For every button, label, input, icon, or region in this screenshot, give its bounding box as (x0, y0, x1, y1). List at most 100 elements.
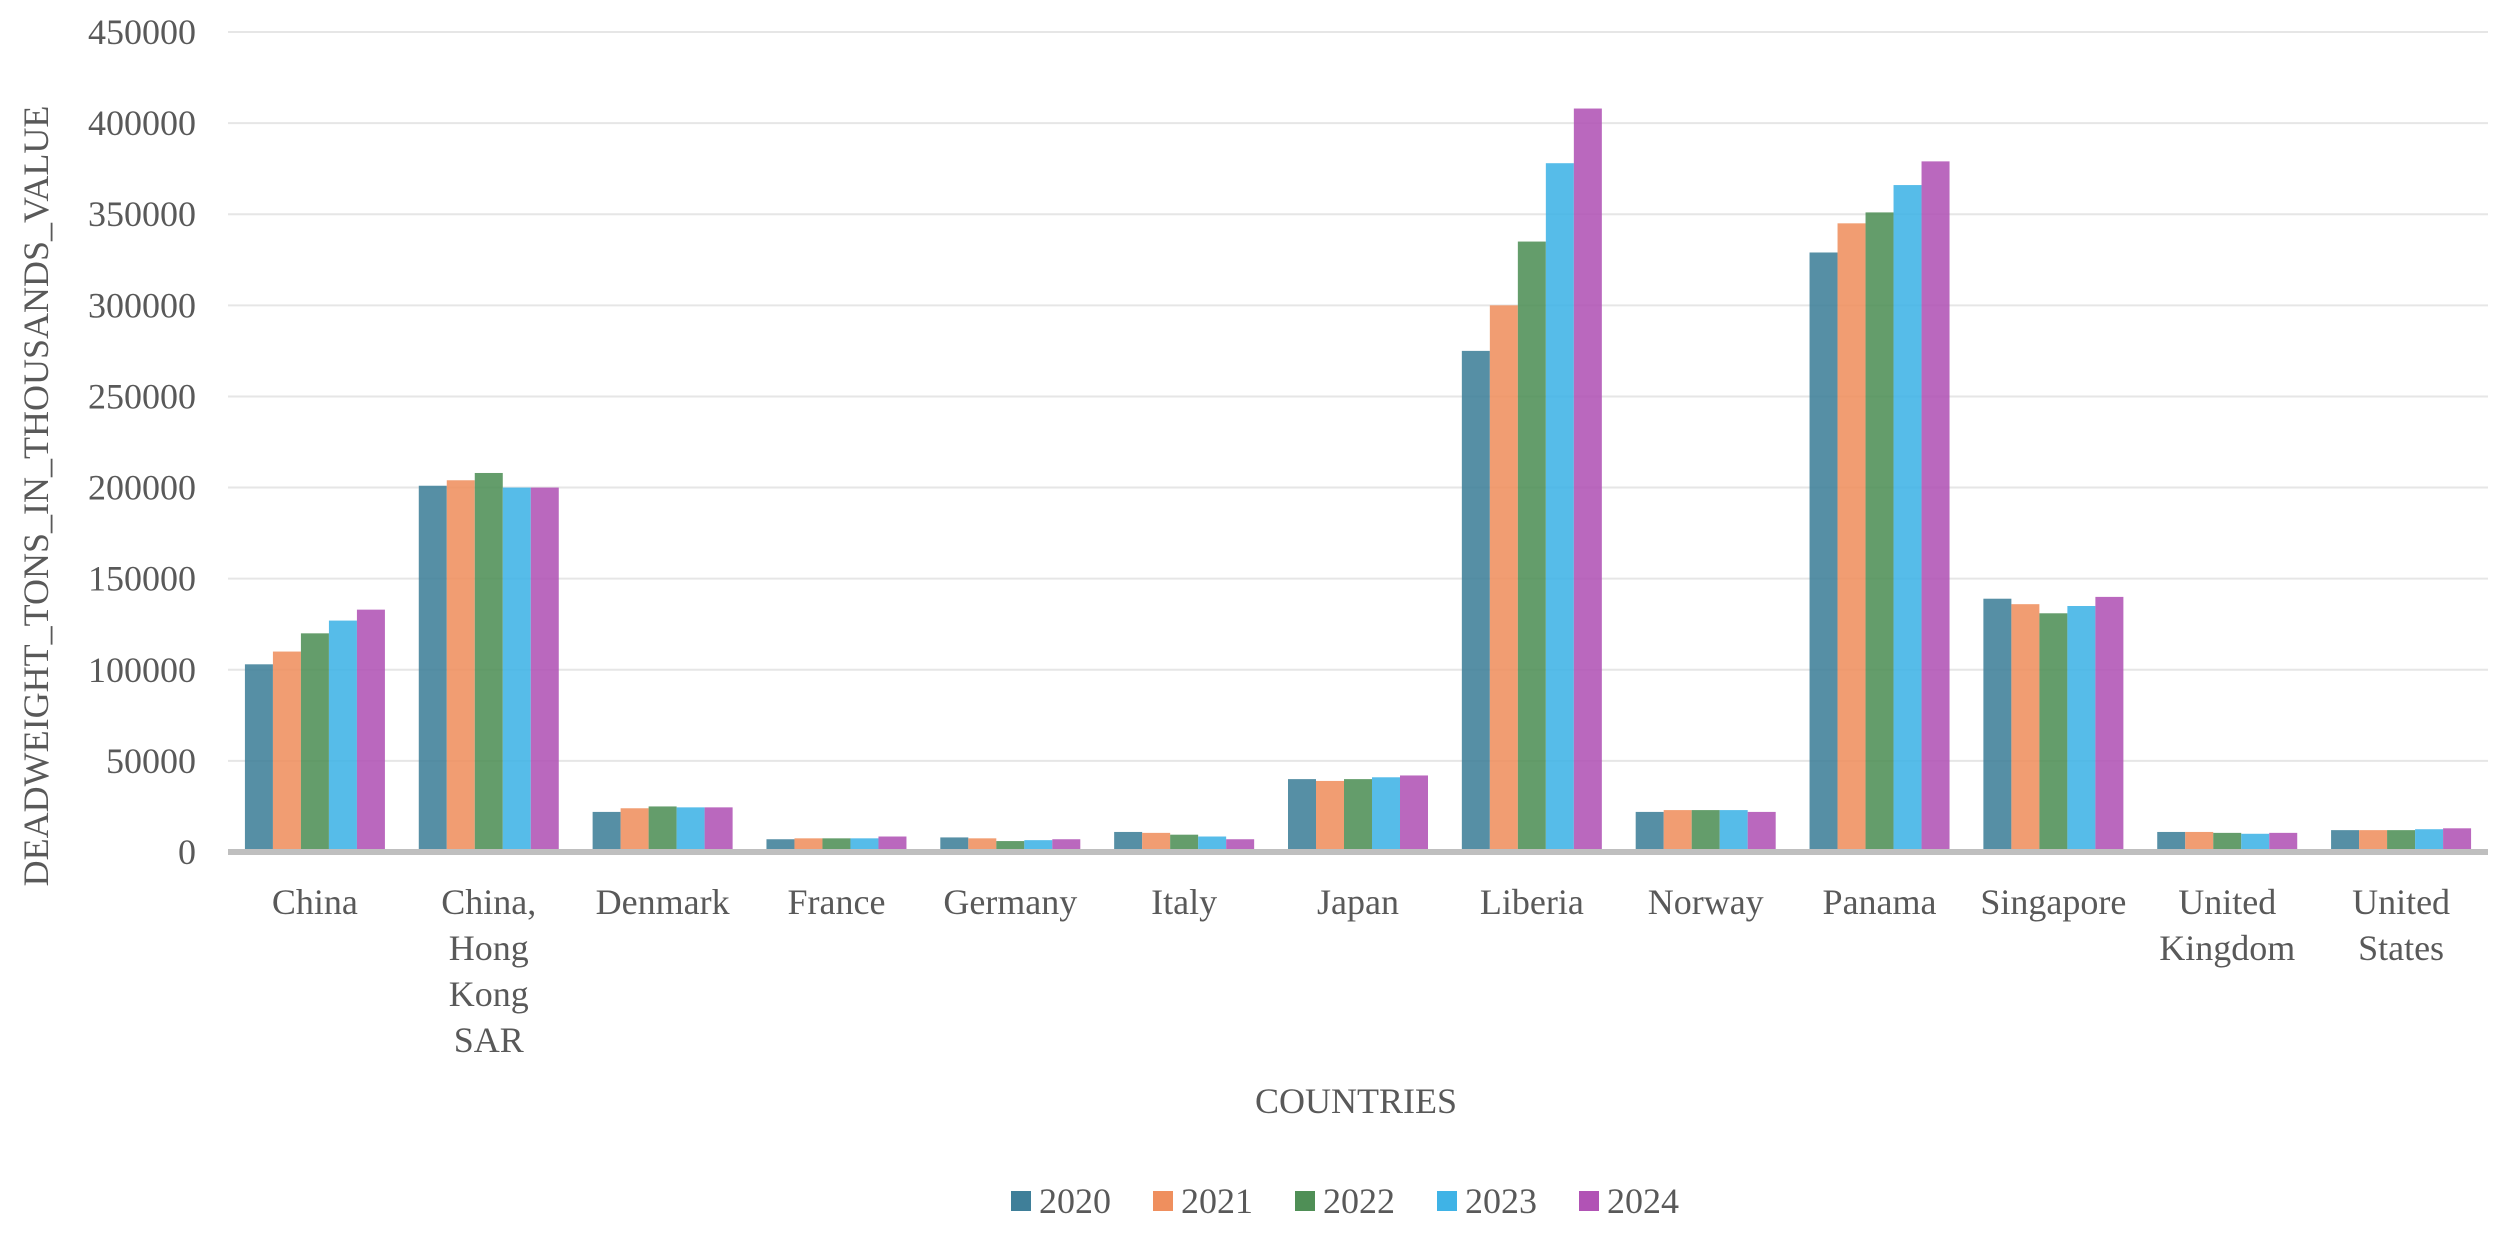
bar-2021 (794, 838, 823, 852)
bar-2020 (1288, 779, 1316, 852)
bar-2023 (1198, 836, 1227, 852)
bar-2021 (2185, 831, 2214, 852)
bar-2023 (1545, 163, 1574, 852)
bar-2023 (502, 487, 531, 852)
bar-2021 (2359, 830, 2388, 852)
bar-2024 (2269, 832, 2298, 852)
x-category-label: Italy (1151, 882, 1217, 922)
bar-2024 (704, 807, 733, 852)
x-axis-title: COUNTRIES (1255, 1081, 1457, 1121)
bar-2023 (1893, 185, 1922, 853)
x-axis-categories: China China, Hong Kong SAR Denmark France Germa… (272, 882, 2450, 1060)
bar-2023 (328, 620, 357, 852)
bar-2021 (446, 480, 475, 852)
bar-2022 (2039, 613, 2068, 852)
bar-2022 (996, 841, 1025, 852)
bar-2022 (2213, 832, 2242, 852)
bar-2020 (592, 811, 621, 852)
bar-2020 (1983, 598, 2012, 852)
y-tick-label: 200000 (88, 468, 196, 508)
bar-2023 (850, 838, 879, 852)
y-axis-title: DEADWEIGHT_TONS_IN_THOUSANDS_VALUE (16, 106, 56, 887)
bar-2024 (1921, 161, 1950, 852)
bar-2022 (1170, 834, 1199, 852)
x-category-label: China (272, 882, 358, 922)
bar-2024 (530, 487, 559, 852)
legend-swatch-2020 (1011, 1191, 1031, 1211)
x-category-label: Panama (1823, 882, 1937, 922)
y-tick-label: 350000 (88, 194, 196, 234)
y-tick-label: 400000 (88, 103, 196, 143)
bar-2020 (1114, 831, 1143, 852)
bar-2023 (2241, 833, 2270, 852)
bar-2020 (940, 837, 969, 852)
bar-2022 (2387, 830, 2416, 852)
bar-2021 (2011, 604, 2040, 852)
bar-2024 (878, 836, 907, 852)
bar-2023 (2415, 829, 2444, 852)
y-tick-label: 450000 (88, 12, 196, 52)
bar-2020 (244, 664, 273, 852)
bar-2022 (474, 472, 503, 852)
bar-2024 (1573, 108, 1602, 853)
bar-2021 (1663, 810, 1692, 852)
bar-2024 (2443, 828, 2472, 852)
bar-2021 (1489, 305, 1518, 852)
y-tick-label: 50000 (106, 741, 196, 781)
bar-2021 (1837, 223, 1866, 853)
bar-2020 (1809, 252, 1838, 852)
x-category-label: Norway (1648, 882, 1764, 922)
legend-label-2024: 2024 (1607, 1181, 1679, 1221)
x-category-label: Germany (943, 882, 1077, 922)
bar-2021 (1316, 780, 1344, 852)
y-tick-label: 100000 (88, 650, 196, 690)
x-category-label: China, Hong Kong SAR (441, 882, 536, 1060)
x-category-label: France (787, 882, 885, 922)
bar-2021 (968, 838, 997, 852)
bar-2020 (2157, 831, 2186, 852)
legend-label-2023: 2023 (1465, 1181, 1537, 1221)
bar-2020 (1461, 350, 1490, 852)
bar-2022 (1517, 241, 1546, 853)
x-category-label: Singapore (1980, 882, 2126, 922)
bar-2020 (766, 839, 795, 852)
x-category-label: Denmark (596, 882, 730, 922)
bar-2022 (300, 633, 329, 852)
bars (244, 108, 2472, 853)
bar-2022 (1344, 779, 1372, 852)
bar-2022 (1691, 810, 1720, 852)
bar-2023 (676, 807, 705, 852)
bar-2022 (822, 838, 851, 852)
x-category-label: Japan (1317, 882, 1399, 922)
bar-2022 (1865, 212, 1894, 852)
x-category-label: Liberia (1480, 882, 1584, 922)
bar-2024 (1400, 775, 1428, 852)
legend-swatch-2024 (1579, 1191, 1599, 1211)
y-tick-label: 250000 (88, 376, 196, 416)
bar-2024 (356, 609, 385, 852)
legend-label-2022: 2022 (1323, 1181, 1395, 1221)
y-tick-label: 0 (178, 832, 196, 872)
y-tick-label: 150000 (88, 559, 196, 599)
legend-label-2021: 2021 (1181, 1181, 1253, 1221)
gridlines (228, 31, 2488, 762)
legend-swatch-2021 (1153, 1191, 1173, 1211)
bar-2024 (1226, 839, 1255, 852)
bar-2020 (418, 485, 447, 852)
bar-2023 (1372, 777, 1400, 852)
bar-2021 (272, 651, 301, 852)
bar-2022 (648, 806, 677, 852)
legend-swatch-2022 (1295, 1191, 1315, 1211)
x-category-label: United States (2352, 882, 2450, 968)
bar-2024 (1747, 811, 1776, 852)
bar-2021 (620, 808, 649, 852)
bar-2023 (1719, 810, 1748, 852)
bar-2020 (2331, 830, 2360, 852)
legend: 2020 2021 2022 2023 2024 (1011, 1181, 1679, 1221)
bar-2020 (1635, 811, 1664, 852)
legend-label-2020: 2020 (1039, 1181, 1111, 1221)
y-axis-ticks: 0 50000 100000 150000 200000 250000 300000 3500… (88, 12, 196, 872)
bar-2023 (1024, 840, 1053, 852)
bar-2021 (1142, 832, 1171, 852)
